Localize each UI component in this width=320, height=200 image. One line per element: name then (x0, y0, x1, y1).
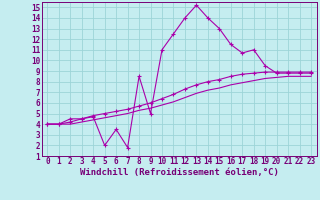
X-axis label: Windchill (Refroidissement éolien,°C): Windchill (Refroidissement éolien,°C) (80, 168, 279, 177)
